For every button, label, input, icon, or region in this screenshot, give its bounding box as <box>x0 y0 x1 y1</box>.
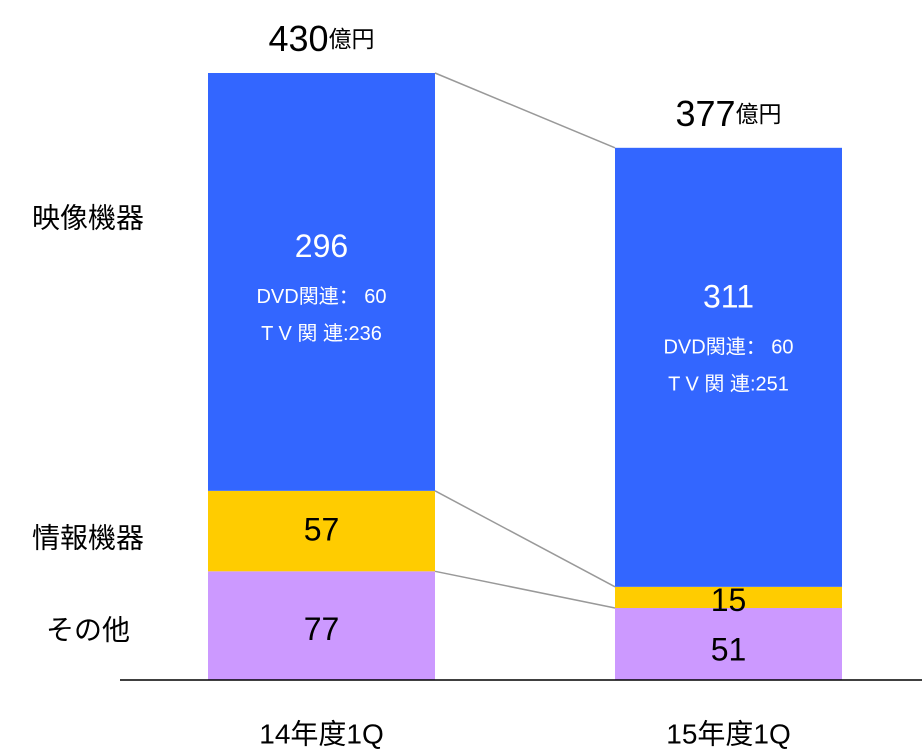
connector-line <box>434 570 616 609</box>
total-unit: 億円 <box>329 26 375 52</box>
total-value: 430 <box>268 18 328 59</box>
x-tick-label: 15年度1Q <box>666 718 791 749</box>
annotation: DVD関連： 60 <box>256 285 386 308</box>
annotation: DVD関連： 60 <box>663 336 793 359</box>
bar-segment <box>615 586 842 609</box>
series-label: 映像機器 <box>32 202 144 233</box>
series-label: その他 <box>46 614 130 645</box>
value-label: 296 <box>295 228 348 264</box>
total-label: 430億円 <box>268 18 374 59</box>
connector-line <box>434 490 616 588</box>
bar-segment <box>208 490 435 572</box>
value-label: 51 <box>711 631 747 667</box>
series-label: 情報機器 <box>32 522 144 553</box>
x-tick-label: 14年度1Q <box>259 718 384 749</box>
value-label: 15 <box>711 582 747 618</box>
value-label: 57 <box>304 512 340 548</box>
bar-segment <box>615 608 842 680</box>
total-label: 377億円 <box>675 92 781 133</box>
total-unit: 億円 <box>736 101 782 127</box>
annotation: T V 関 連:236 <box>261 322 382 345</box>
connector-line <box>434 72 616 149</box>
bar-segment <box>615 147 842 587</box>
annotation: T V 関 連:251 <box>668 373 789 396</box>
value-label: 311 <box>703 279 754 315</box>
bar-segment <box>208 571 435 680</box>
total-value: 377 <box>675 92 735 133</box>
value-label: 77 <box>304 611 340 647</box>
bar-segment <box>208 73 435 491</box>
